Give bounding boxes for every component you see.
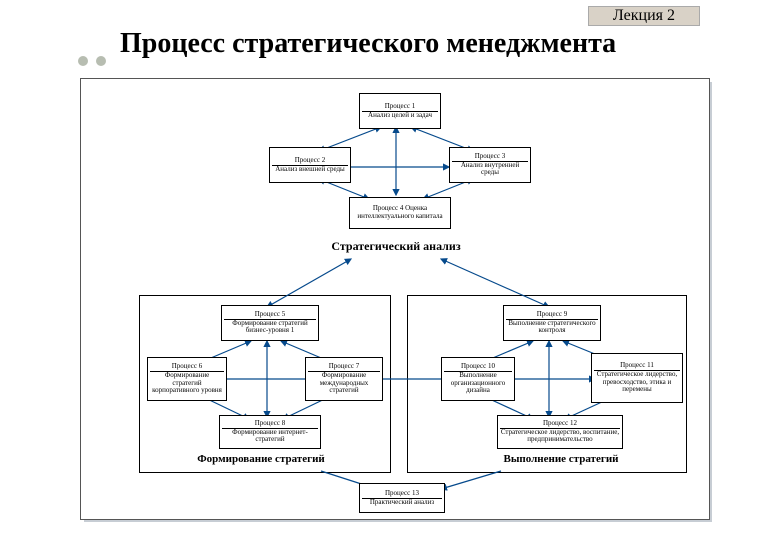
bullet-icon bbox=[96, 56, 106, 66]
node-label: Формирование стратегий корпоративного ур… bbox=[150, 372, 224, 395]
node-p13: Процесс 13 Практический анализ bbox=[359, 483, 445, 513]
diagram-frame: Процесс 1 Анализ целей и задач Процесс 2… bbox=[80, 78, 710, 520]
node-label: Стратегическое лидерство, воспитание, пр… bbox=[500, 429, 620, 444]
node-label: Формирование международных стратегий bbox=[308, 372, 380, 395]
node-p3: Процесс 3 Анализ внутренней среды bbox=[449, 147, 531, 183]
node-p6: Процесс 6 Формирование стратегий корпора… bbox=[147, 357, 227, 401]
node-p10: Процесс 10 Выполнение организационного д… bbox=[441, 357, 515, 401]
node-label: Формирование интернет-стратегий bbox=[222, 429, 318, 444]
section-execution: Выполнение стратегий bbox=[461, 453, 661, 465]
node-p7: Процесс 7 Формирование международных стр… bbox=[305, 357, 383, 401]
section-formation: Формирование стратегий bbox=[161, 453, 361, 465]
node-label: Анализ целей и задач bbox=[368, 112, 432, 120]
node-p8: Процесс 8 Формирование интернет-стратеги… bbox=[219, 415, 321, 449]
node-label: Анализ внешней среды bbox=[275, 166, 345, 174]
node-label: Практический анализ bbox=[370, 499, 434, 507]
node-label: Анализ внутренней среды bbox=[452, 162, 528, 177]
node-p4: Процесс 4 Оценка интеллектуального капит… bbox=[349, 197, 451, 229]
bullet-icon bbox=[78, 56, 88, 66]
node-p1: Процесс 1 Анализ целей и задач bbox=[359, 93, 441, 129]
page-title: Процесс стратегического менеджмента bbox=[120, 28, 616, 60]
node-p9: Процесс 9 Выполнение стратегического кон… bbox=[503, 305, 601, 341]
node-p12: Процесс 12 Стратегическое лидерство, вос… bbox=[497, 415, 623, 449]
node-p11: Процесс 11 Стратегическое лидерство, пре… bbox=[591, 353, 683, 403]
section-analysis: Стратегический анализ bbox=[311, 239, 481, 254]
lecture-badge: Лекция 2 bbox=[588, 6, 700, 26]
node-p2: Процесс 2 Анализ внешней среды bbox=[269, 147, 351, 183]
node-label: Формирование стратегий бизнес-уровня 1 bbox=[224, 320, 316, 335]
node-label: Стратегическое лидерство, превосходство,… bbox=[594, 371, 680, 394]
node-label: Выполнение организационного дизайна bbox=[444, 372, 512, 395]
node-label: Выполнение стратегического контроля bbox=[506, 320, 598, 335]
node-p5: Процесс 5 Формирование стратегий бизнес-… bbox=[221, 305, 319, 341]
